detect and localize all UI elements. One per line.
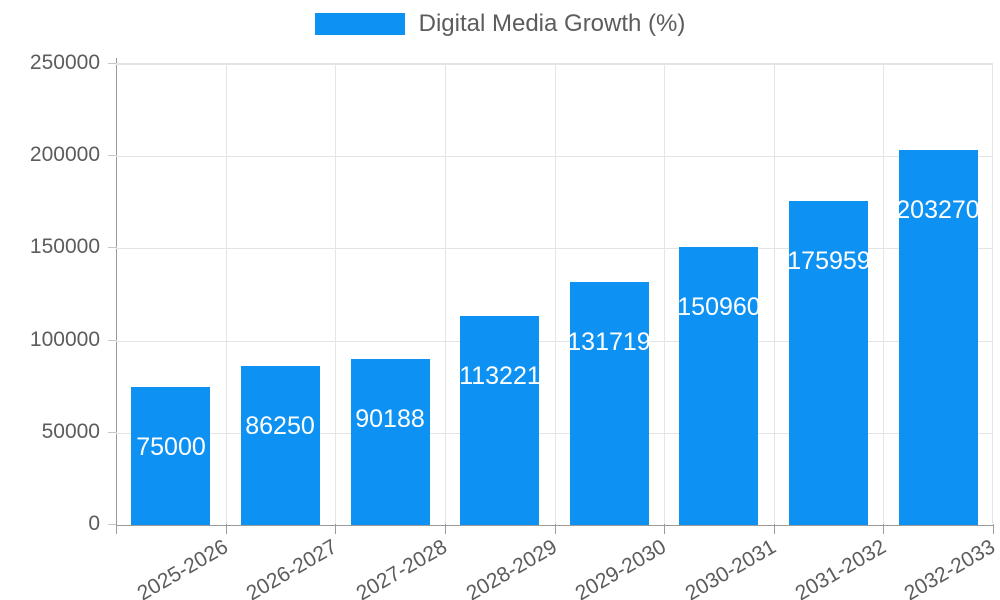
x-gridline (555, 64, 556, 525)
bar-value-label: 203270 (896, 196, 980, 224)
x-tick-mark (445, 524, 446, 534)
x-tick-mark (883, 524, 884, 534)
x-tick-mark (555, 524, 556, 534)
x-gridline (883, 64, 884, 525)
bar-value-label: 90188 (355, 405, 425, 433)
y-tick-mark (108, 247, 117, 248)
legend-color-swatch (314, 13, 405, 35)
bar-value-label: 150960 (677, 293, 761, 321)
bar[interactable] (570, 282, 649, 525)
y-axis-tick-label: 250000 (29, 51, 100, 74)
y-gridline (116, 248, 993, 249)
y-gridline (116, 433, 993, 434)
y-axis-tick-label: 150000 (29, 235, 100, 258)
x-tick-mark (993, 524, 994, 534)
x-gridline (335, 64, 336, 525)
plot-area: 75000 86250 90188 113221 131719 150960 175959 2… (116, 63, 993, 526)
x-gridline (445, 64, 446, 525)
bar-value-label: 86250 (245, 412, 315, 440)
y-tick-mark (108, 155, 117, 156)
chart-legend: Digital Media Growth (%) (0, 12, 1000, 36)
y-gridline (116, 341, 993, 342)
x-tick-mark (335, 524, 336, 534)
x-gridline (774, 64, 775, 525)
y-gridline (116, 64, 993, 65)
bar[interactable] (679, 247, 758, 525)
y-tick-mark (108, 524, 117, 525)
x-tick-mark (664, 524, 665, 534)
bar-value-label: 113221 (459, 362, 541, 390)
bar[interactable] (241, 366, 320, 525)
bar[interactable] (351, 359, 430, 525)
x-gridline (226, 64, 227, 525)
y-tick-mark (108, 63, 117, 64)
legend-item-digital-media-growth[interactable]: Digital Media Growth (%) (314, 10, 686, 37)
y-axis-tick-label: 100000 (29, 328, 100, 351)
bar-value-label: 131719 (567, 328, 651, 356)
y-gridline (116, 156, 993, 157)
y-axis-tick-label: 50000 (41, 420, 100, 443)
x-tick-mark (116, 524, 117, 534)
y-axis-tick-label: 200000 (29, 143, 100, 166)
bar[interactable] (131, 387, 210, 525)
y-axis-line (116, 58, 117, 529)
y-axis-tick-label: 0 (88, 512, 100, 535)
legend-item-label: Digital Media Growth (%) (418, 10, 686, 37)
bar[interactable] (789, 201, 868, 525)
y-tick-mark (108, 340, 117, 341)
bar[interactable] (460, 316, 539, 525)
x-tick-mark (774, 524, 775, 534)
x-tick-mark (226, 524, 227, 534)
bar-value-label: 175959 (787, 247, 871, 275)
x-gridline (664, 64, 665, 525)
x-axis-tick-label: 2025-2026 (133, 535, 232, 600)
bar[interactable] (899, 150, 978, 525)
y-gridline (116, 525, 993, 526)
y-tick-mark (108, 432, 117, 433)
bar-value-label: 75000 (136, 433, 206, 461)
